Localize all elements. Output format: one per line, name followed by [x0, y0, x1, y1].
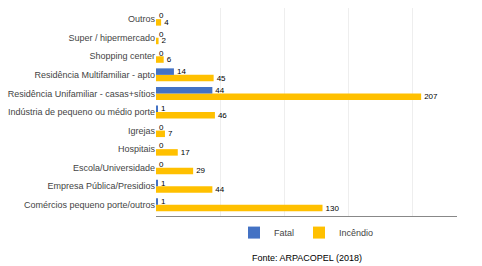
svg-text:Fatal: Fatal — [274, 228, 294, 238]
svg-text:1: 1 — [161, 179, 166, 188]
svg-text:17: 17 — [181, 148, 190, 157]
svg-text:1: 1 — [161, 104, 166, 113]
svg-text:44: 44 — [215, 185, 224, 194]
svg-text:1: 1 — [161, 197, 166, 206]
svg-text:Outros: Outros — [128, 14, 156, 24]
svg-text:7: 7 — [168, 129, 173, 138]
svg-text:Incêndio: Incêndio — [339, 228, 373, 238]
svg-text:14: 14 — [177, 67, 186, 76]
svg-text:Shopping center: Shopping center — [89, 51, 155, 61]
svg-text:44: 44 — [215, 86, 224, 95]
svg-text:29: 29 — [196, 166, 205, 175]
svg-text:0: 0 — [159, 123, 164, 132]
svg-text:Residência Multifamiliar - apt: Residência Multifamiliar - apto — [34, 70, 155, 80]
svg-text:Indústria de pequeno ou médio: Indústria de pequeno ou médio porte — [8, 107, 155, 117]
svg-text:45: 45 — [217, 74, 226, 83]
svg-text:46: 46 — [218, 111, 227, 120]
svg-text:4: 4 — [164, 18, 169, 27]
svg-text:6: 6 — [167, 55, 172, 64]
svg-text:Hospitais: Hospitais — [118, 144, 156, 154]
svg-text:Residência Unifamiliar - casas: Residência Unifamiliar - casas+sítios — [8, 89, 156, 99]
svg-text:Super / hipermercado: Super / hipermercado — [68, 33, 155, 43]
svg-text:Igrejas: Igrejas — [128, 126, 156, 136]
svg-text:Empresa Pública/Presidios: Empresa Pública/Presidios — [47, 181, 155, 191]
svg-text:207: 207 — [424, 92, 438, 101]
svg-text:Escola/Universidade: Escola/Universidade — [73, 163, 155, 173]
svg-text:2: 2 — [162, 36, 167, 45]
svg-text:0: 0 — [159, 141, 164, 150]
svg-text:0: 0 — [159, 30, 164, 39]
svg-text:0: 0 — [159, 49, 164, 58]
svg-text:Comércios pequeno porte/outros: Comércios pequeno porte/outros — [24, 200, 156, 210]
svg-text:0: 0 — [159, 11, 164, 20]
svg-text:0: 0 — [159, 160, 164, 169]
svg-text:130: 130 — [326, 204, 340, 213]
svg-text:Fonte: ARPACOPEL (2018): Fonte: ARPACOPEL (2018) — [252, 253, 362, 263]
